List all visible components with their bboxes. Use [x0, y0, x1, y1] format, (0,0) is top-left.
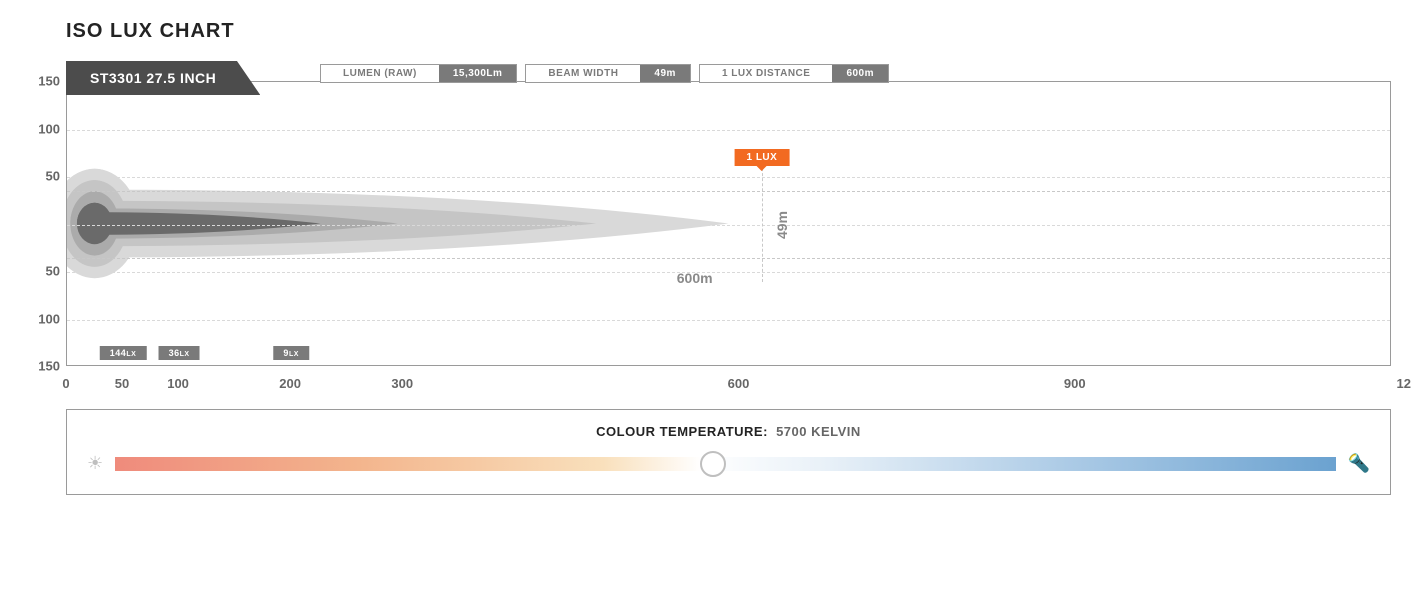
- stat-label: 1 LUX DISTANCE: [700, 65, 833, 82]
- y-axis-tick: 150: [10, 359, 60, 374]
- lux-legend-pill: 36LX: [159, 346, 200, 360]
- chart-title: ISO LUX CHART: [66, 20, 1401, 43]
- stat-value: 600m: [832, 65, 888, 82]
- colour-temperature-title: COLOUR TEMPERATURE: 5700 KELVIN: [87, 424, 1370, 439]
- y-gridline: [67, 130, 1390, 131]
- colour-temperature-prefix: COLOUR TEMPERATURE:: [596, 424, 768, 439]
- y-axis-tick: 50: [10, 169, 60, 184]
- beam-contours: [67, 82, 1390, 365]
- sun-icon: ☀: [87, 453, 103, 474]
- x-axis-tick: 0: [62, 376, 69, 391]
- one-lux-marker: 1 LUX: [734, 149, 789, 166]
- y-axis-tick: 100: [10, 311, 60, 326]
- x-axis-tick: 50: [115, 376, 129, 391]
- iso-lux-chart: ST3301 27.5 INCH LUMEN (RAW) 15,300Lm BE…: [10, 61, 1401, 391]
- colour-temperature-bar: [115, 457, 1335, 471]
- y-gridline: [67, 320, 1390, 321]
- x-axis-tick: 100: [167, 376, 189, 391]
- beam-width-label: 49m: [774, 210, 790, 238]
- one-lux-guide: [762, 158, 763, 282]
- stat-label: LUMEN (RAW): [321, 65, 439, 82]
- x-axis-tick: 900: [1064, 376, 1086, 391]
- beam-width-guide: [67, 191, 1390, 192]
- chart-plot-area: 1 LUX 144LX 36LX 9LX 49m 600m: [66, 81, 1391, 366]
- stat-label: BEAM WIDTH: [526, 65, 640, 82]
- x-axis-tick: 200: [279, 376, 301, 391]
- centerline-guide: [67, 225, 1390, 226]
- colour-temperature-bar-row: ☀ 🔦: [87, 453, 1370, 474]
- stat-1lux-distance: 1 LUX DISTANCE 600m: [699, 64, 889, 83]
- product-tab: ST3301 27.5 INCH: [66, 61, 260, 95]
- colour-temperature-value: 5700 KELVIN: [776, 424, 861, 439]
- beam-width-guide: [67, 258, 1390, 259]
- stat-value: 49m: [640, 65, 690, 82]
- distance-label: 600m: [677, 270, 713, 286]
- colour-temperature-knob: [700, 451, 726, 477]
- y-gridline: [67, 177, 1390, 178]
- x-axis-tick: 300: [391, 376, 413, 391]
- flashlight-icon: 🔦: [1348, 453, 1370, 474]
- stat-value: 15,300Lm: [439, 65, 517, 82]
- y-gridline: [67, 272, 1390, 273]
- stats-row: LUMEN (RAW) 15,300Lm BEAM WIDTH 49m 1 LU…: [320, 64, 889, 83]
- x-axis-tick: 600: [728, 376, 750, 391]
- y-axis-tick: 100: [10, 121, 60, 136]
- lux-legend-pill: 144LX: [100, 346, 146, 360]
- stat-beam-width: BEAM WIDTH 49m: [525, 64, 691, 83]
- lux-legend-pill: 9LX: [273, 346, 308, 360]
- y-axis-tick: 50: [10, 264, 60, 279]
- colour-temperature-panel: COLOUR TEMPERATURE: 5700 KELVIN ☀ 🔦: [66, 409, 1391, 495]
- x-axis-tick: 1200: [1397, 376, 1411, 391]
- stat-lumen: LUMEN (RAW) 15,300Lm: [320, 64, 517, 83]
- y-axis-tick: 150: [10, 74, 60, 89]
